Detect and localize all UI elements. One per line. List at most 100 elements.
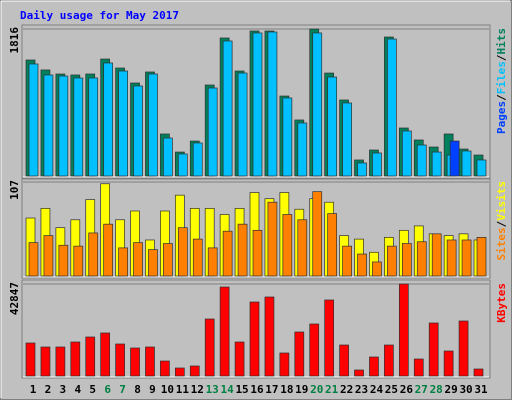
bar	[282, 97, 293, 177]
x-tick-label: 21	[325, 383, 339, 396]
bar	[416, 241, 427, 277]
bar	[357, 162, 367, 177]
legend-entry: KBytes	[495, 283, 508, 323]
bar	[354, 369, 364, 377]
bar	[192, 238, 203, 277]
bar	[372, 152, 382, 177]
x-tick-label: 29	[445, 383, 458, 396]
bar	[28, 63, 39, 177]
legend-entry: Pages	[495, 101, 508, 134]
bar	[103, 223, 114, 277]
legend-separator: /	[495, 54, 508, 61]
bar	[222, 230, 233, 277]
bar	[249, 301, 260, 377]
bar	[297, 122, 308, 177]
bar	[401, 130, 412, 177]
bar	[130, 347, 140, 377]
bar	[43, 74, 54, 177]
x-tick-label: 24	[370, 383, 384, 396]
bar	[58, 75, 69, 177]
bar	[145, 346, 155, 377]
x-tick-label: 25	[385, 383, 398, 396]
x-tick-label: 22	[340, 383, 353, 396]
bar	[133, 85, 143, 177]
y-tick-label: 42847	[8, 282, 21, 315]
bar	[189, 365, 200, 377]
bar	[174, 367, 185, 377]
x-tick-label: 30	[459, 383, 472, 396]
bar	[309, 323, 320, 377]
bar	[294, 331, 305, 377]
legend-separator: /	[495, 220, 508, 227]
bar	[327, 76, 338, 177]
x-tick-label: 9	[149, 383, 156, 396]
bar	[160, 360, 170, 377]
bar	[312, 191, 323, 277]
bar	[473, 368, 484, 377]
bar	[207, 247, 218, 277]
bar	[431, 151, 442, 177]
bar	[312, 32, 323, 177]
legend-entry: Visits	[495, 181, 508, 221]
bar	[237, 223, 248, 277]
bar	[163, 137, 173, 177]
bar	[148, 249, 158, 277]
bar	[207, 87, 218, 177]
x-tick-label: 28	[430, 383, 443, 396]
x-tick-label: 4	[74, 383, 81, 396]
bar	[449, 140, 460, 177]
bar	[85, 336, 96, 377]
bar	[384, 344, 394, 377]
bar	[342, 102, 352, 177]
bar	[40, 346, 51, 377]
bar	[252, 32, 263, 177]
bar	[252, 229, 263, 277]
bar	[279, 352, 290, 377]
bar	[43, 235, 54, 277]
x-tick-label: 3	[60, 383, 67, 396]
x-tick-label: 14	[221, 383, 235, 396]
bar	[177, 153, 188, 177]
bar	[476, 159, 487, 177]
bar	[58, 244, 69, 277]
bar	[222, 40, 233, 177]
x-tick-label: 13	[206, 383, 219, 396]
bar	[103, 62, 114, 177]
x-tick-label: 15	[235, 383, 248, 396]
x-tick-label: 5	[89, 383, 96, 396]
x-tick-label: 17	[265, 383, 278, 396]
bar	[369, 356, 379, 377]
panel-frame	[21, 178, 491, 279]
bar	[282, 214, 293, 277]
bar	[339, 344, 349, 377]
bar	[88, 232, 99, 277]
bar	[219, 286, 230, 377]
bar	[115, 343, 125, 377]
bar	[297, 219, 308, 277]
bar	[461, 150, 472, 177]
bar	[25, 342, 36, 377]
bar	[55, 346, 66, 377]
bar	[118, 70, 128, 177]
bar	[148, 73, 158, 177]
x-tick-label: 7	[119, 383, 126, 396]
x-tick-label: 16	[250, 383, 264, 396]
x-tick-label: 26	[400, 383, 414, 396]
bar	[267, 31, 278, 177]
x-tick-label: 1	[30, 383, 37, 396]
bar	[401, 243, 412, 277]
x-tick-label: 18	[280, 383, 293, 396]
bar	[267, 201, 278, 277]
bar	[387, 245, 397, 277]
panel-frame	[21, 279, 491, 379]
y-tick-label: 107	[8, 180, 21, 200]
bar	[70, 341, 81, 377]
bar	[413, 358, 424, 377]
bar	[398, 283, 409, 377]
bar	[234, 341, 245, 377]
x-tick-label: 11	[176, 383, 190, 396]
bar	[461, 239, 472, 277]
bar	[204, 318, 215, 377]
